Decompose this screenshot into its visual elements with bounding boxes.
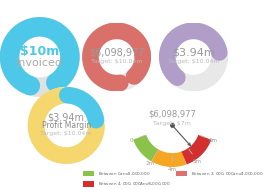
Text: 0: 0 (129, 138, 133, 143)
Bar (83, 181, 94, 187)
Text: $3.94m: $3.94m (48, 112, 85, 122)
Text: Target: $7m: Target: $7m (153, 121, 191, 126)
Text: Target: $10.04m: Target: $10.04m (41, 131, 92, 136)
Text: $3.94m: $3.94m (172, 47, 215, 57)
Text: Target: $10.04m: Target: $10.04m (91, 59, 142, 64)
Text: Profit Margin: Profit Margin (42, 121, 91, 130)
Text: $6,098,977: $6,098,977 (148, 110, 196, 119)
Text: 5m: 5m (193, 159, 202, 164)
Text: 6m: 6m (209, 138, 218, 143)
Bar (176, 171, 187, 176)
Text: Between $0 and $2,000,000: Between $0 and $2,000,000 (98, 170, 151, 177)
Text: Between $4,000,000 And $6,000,000: Between $4,000,000 And $6,000,000 (98, 180, 171, 187)
Text: Between $3,000,000 and $4,000,000: Between $3,000,000 and $4,000,000 (191, 170, 263, 177)
Text: Invoiced: Invoiced (16, 58, 63, 68)
Text: $10m: $10m (20, 45, 59, 58)
Text: $6,098,977: $6,098,977 (89, 47, 144, 57)
Text: 4m: 4m (168, 167, 177, 172)
Text: 2m: 2m (146, 161, 155, 166)
Bar (83, 171, 94, 176)
Text: Target: $10.04m: Target: $10.04m (168, 59, 219, 64)
